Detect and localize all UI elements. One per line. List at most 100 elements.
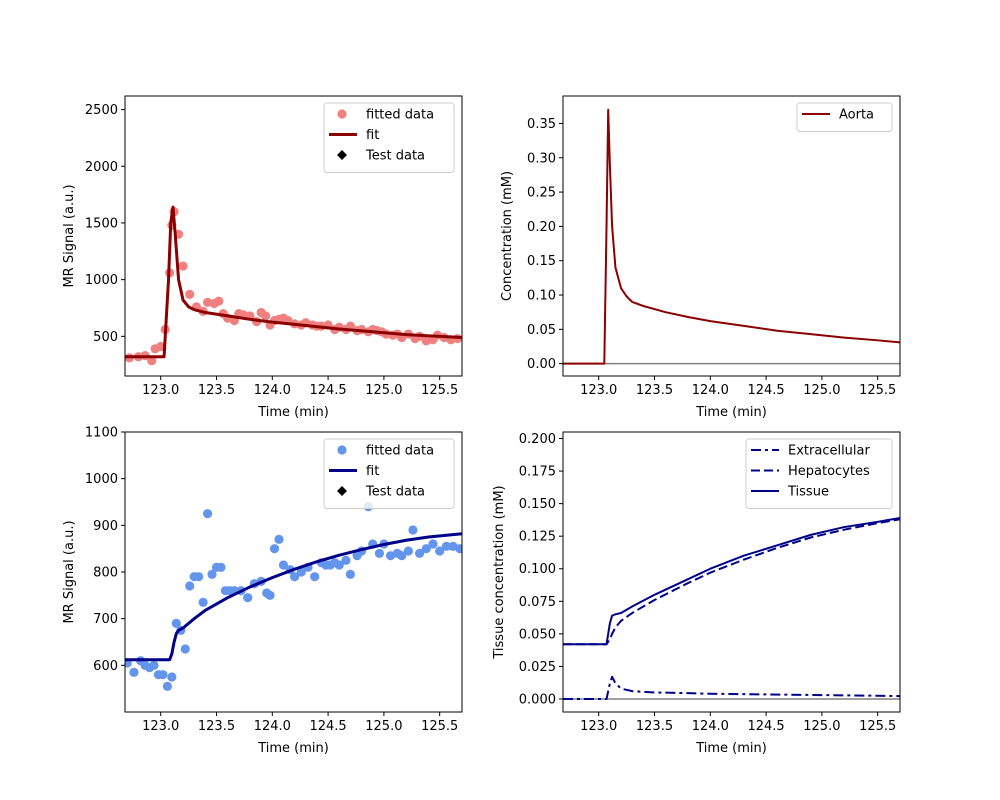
x-tick-label: 123.5 <box>198 383 235 398</box>
legend-frame <box>745 438 893 509</box>
y-tick-label: 0.25 <box>527 186 556 201</box>
data-point <box>428 539 438 549</box>
x-tick-label: 125.5 <box>421 719 458 734</box>
data-point <box>341 555 351 565</box>
legend-frame <box>796 102 893 132</box>
x-tick-label: 125.0 <box>803 383 840 398</box>
data-point <box>397 551 407 561</box>
y-tick-label: 500 <box>93 330 118 345</box>
y-tick-label: 1500 <box>85 216 118 231</box>
legend-marker-circle <box>337 445 347 455</box>
data-point <box>180 644 190 654</box>
data-point <box>149 660 159 670</box>
y-tick-label: 0.150 <box>519 497 556 512</box>
series-line <box>125 205 462 359</box>
series-line <box>563 108 900 365</box>
legend-marker-circle <box>337 109 347 119</box>
legend-label: Test data <box>365 485 425 500</box>
y-tick-label: 0.000 <box>519 692 556 707</box>
chart-panel-1: 123.0 123.5 124.0 124.5 125.0 125.5 500 1000 150… <box>62 95 463 420</box>
plot-area <box>563 516 900 700</box>
data-point <box>296 567 306 577</box>
legend: fitted data fit Test data <box>323 102 455 173</box>
data-point <box>455 544 462 554</box>
y-tick-label: 0.100 <box>519 562 556 577</box>
x-tick-label: 123.5 <box>198 719 235 734</box>
legend-label: fitted data <box>366 108 434 123</box>
legend-label: Hepatocytes <box>788 464 870 479</box>
series-line <box>563 516 900 646</box>
legend: Aorta <box>796 102 893 132</box>
data-point <box>345 569 356 579</box>
data-point <box>310 572 320 582</box>
x-axis-label: Time (min) <box>695 741 767 756</box>
legend: fitted data fit Test data <box>323 438 455 509</box>
data-point <box>274 534 284 544</box>
legend-marker-diamond <box>337 150 347 160</box>
x-tick-label: 124.5 <box>747 383 784 398</box>
y-axis-label: MR Signal (a.u.) <box>62 184 77 287</box>
y-tick-label: 0.025 <box>519 660 556 675</box>
y-tick-label: 0.050 <box>519 627 556 642</box>
series-line <box>125 532 462 662</box>
y-tick-label: 0.125 <box>519 530 556 545</box>
data-point <box>194 572 204 582</box>
x-tick-label: 125.0 <box>365 383 402 398</box>
legend-label: fitted data <box>366 444 434 459</box>
x-tick-label: 124.0 <box>254 719 291 734</box>
data-point <box>185 581 195 591</box>
data-point <box>171 618 181 628</box>
scatter-series <box>125 502 462 691</box>
y-tick-label: 700 <box>93 612 118 627</box>
data-point <box>216 562 226 572</box>
y-tick-label: 0.200 <box>519 432 556 447</box>
series-line <box>563 518 900 646</box>
x-tick-label: 123.0 <box>580 383 617 398</box>
legend-label: Aorta <box>839 108 874 123</box>
data-point <box>269 544 280 554</box>
data-point <box>129 667 139 677</box>
x-axis-label: Time (min) <box>695 405 767 420</box>
y-tick-label: 800 <box>93 566 118 581</box>
data-point <box>243 593 253 603</box>
data-point <box>403 546 414 556</box>
legend-label: Extracellular <box>788 444 871 459</box>
data-point <box>374 548 385 558</box>
chart-panel-4: 123.0 123.5 124.0 124.5 125.0 125.5 0.000 0.025… <box>492 431 901 756</box>
data-point <box>162 681 172 691</box>
x-tick-label: 124.0 <box>254 383 291 398</box>
y-tick-label: 0.35 <box>527 117 556 132</box>
x-axis-label: Time (min) <box>257 405 329 420</box>
x-tick-label: 123.5 <box>636 383 673 398</box>
x-tick-label: 125.0 <box>803 719 840 734</box>
data-point <box>421 544 431 554</box>
legend-frame <box>323 102 455 173</box>
x-tick-label: 125.5 <box>421 383 458 398</box>
x-tick-label: 123.5 <box>636 719 673 734</box>
legend-label: fit <box>366 464 379 479</box>
data-point <box>158 670 168 680</box>
x-tick-label: 125.5 <box>859 383 896 398</box>
x-tick-label: 124.0 <box>692 383 729 398</box>
legend-marker-diamond <box>337 486 347 496</box>
x-tick-label: 124.5 <box>309 383 346 398</box>
data-point <box>178 261 188 271</box>
legend-label: Tissue <box>787 485 829 500</box>
y-axis-label: Tissue concentration (mM) <box>492 485 507 659</box>
data-point <box>185 289 195 299</box>
data-point <box>198 597 208 607</box>
y-tick-label: 1000 <box>85 472 118 487</box>
chart-panel-3: 123.0 123.5 124.0 124.5 125.0 125.5 600 700 800 9… <box>62 426 463 756</box>
data-point <box>278 560 289 570</box>
axes-frame <box>562 95 901 377</box>
data-point <box>408 525 418 535</box>
data-point <box>290 572 300 582</box>
data-point <box>207 569 217 579</box>
legend-label: fit <box>366 128 379 143</box>
data-point <box>147 356 157 366</box>
y-tick-label: 0.15 <box>527 254 556 269</box>
y-tick-label: 2500 <box>85 103 118 118</box>
data-point <box>202 509 213 519</box>
y-axis-label: Concentration (mM) <box>500 171 515 301</box>
